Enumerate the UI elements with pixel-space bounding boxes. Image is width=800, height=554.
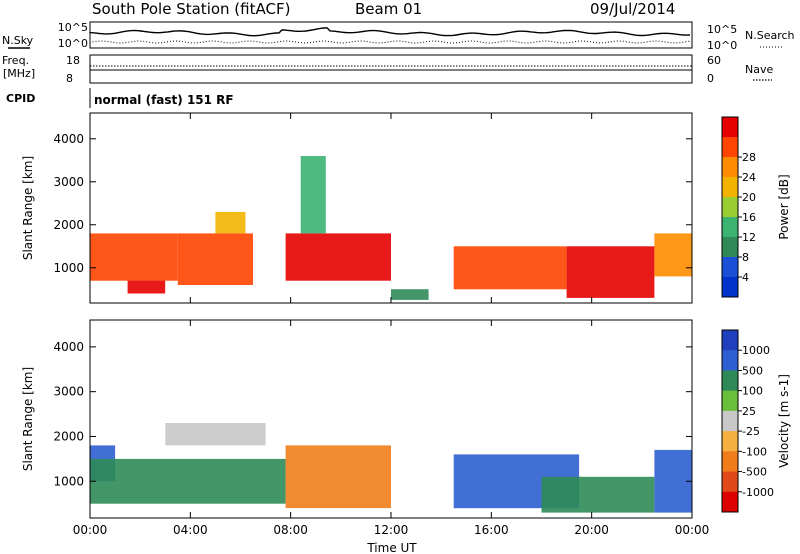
colorbar-segment bbox=[722, 177, 738, 198]
freq-unit: [MHz] bbox=[3, 67, 35, 80]
colorbar-segment bbox=[722, 277, 738, 298]
colorbar-tick-label: 500 bbox=[742, 364, 763, 377]
freq-tick-top: 18 bbox=[66, 54, 80, 67]
freq-label: Freq. bbox=[2, 54, 29, 67]
colorbar-segment bbox=[722, 471, 738, 493]
echo-region bbox=[215, 211, 246, 234]
x-tick-label: 00:00 bbox=[675, 523, 710, 537]
colorbar-segment bbox=[722, 350, 738, 371]
colorbar-tick-label: 28 bbox=[742, 151, 756, 164]
colorbar-tick-label: 4 bbox=[742, 271, 749, 284]
colorbar-segment bbox=[722, 157, 738, 178]
colorbar-tick-label: 20 bbox=[742, 191, 756, 204]
colorbar-frame bbox=[721, 116, 739, 298]
y-tick-label: 4000 bbox=[53, 340, 84, 354]
noise-tick-right-top: 10^5 bbox=[707, 23, 737, 36]
station-title: South Pole Station (fitACF) bbox=[92, 0, 290, 18]
beam-label: Beam 01 bbox=[355, 0, 422, 18]
echo-region bbox=[177, 233, 253, 285]
noise-search-label: N.Search bbox=[745, 29, 795, 42]
nave-label: Nave bbox=[745, 63, 773, 76]
colorbar-segment bbox=[722, 137, 738, 158]
colorbar-tick-label: -1000 bbox=[742, 486, 774, 499]
echo-region bbox=[391, 289, 429, 300]
power-panel: 1000 2000 3000 4000 Slant Range [km] 4 8 12 16 20… bbox=[21, 112, 791, 304]
nave-tick-top: 60 bbox=[707, 54, 721, 67]
colorbar-title: Velocity [m s-1] bbox=[777, 374, 791, 468]
velocity-panel: 00:00 04:00 08:00 12:00 16:00 20:00 00:00 1000 2… bbox=[21, 319, 791, 537]
mode-label: normal (fast) 151 RF bbox=[94, 93, 234, 107]
colorbar-segment bbox=[722, 491, 738, 513]
y-tick-label: 4000 bbox=[53, 132, 84, 146]
colorbar-tick-label: 12 bbox=[742, 231, 756, 244]
freq-panel bbox=[89, 54, 693, 84]
y-axis-title: Slant Range [km] bbox=[21, 156, 35, 260]
colorbar-frame bbox=[721, 329, 739, 513]
x-tick-label: 00:00 bbox=[73, 523, 108, 537]
noise-tick-left-bottom: 10^0 bbox=[58, 37, 88, 50]
colorbar-tick-label: 8 bbox=[742, 251, 749, 264]
colorbar-segment bbox=[722, 390, 738, 412]
y-tick-label: 3000 bbox=[53, 385, 84, 399]
x-tick-label: 20:00 bbox=[574, 523, 609, 537]
date-label: 09/Jul/2014 bbox=[590, 0, 675, 18]
colorbar-tick-label: 100 bbox=[742, 385, 763, 398]
colorbar-segment bbox=[722, 217, 738, 238]
y-tick-label: 1000 bbox=[53, 261, 84, 275]
colorbar-segment bbox=[722, 237, 738, 258]
y-tick-label: 3000 bbox=[53, 175, 84, 189]
colorbar-tick-label: -500 bbox=[742, 466, 767, 479]
colorbar-segment bbox=[722, 370, 738, 392]
echo-region bbox=[453, 246, 567, 290]
x-tick-label: 08:00 bbox=[273, 523, 308, 537]
echo-region bbox=[90, 458, 286, 504]
noise-sky-label: N.Sky bbox=[2, 34, 34, 47]
noise-sky-trace bbox=[89, 27, 691, 37]
colorbar-segment bbox=[722, 451, 738, 473]
echo-region bbox=[566, 246, 655, 298]
colorbar-title: Power [dB] bbox=[777, 174, 791, 239]
y-axis-title: Slant Range [km] bbox=[21, 367, 35, 471]
y-tick-label: 1000 bbox=[53, 474, 84, 488]
echo-region bbox=[300, 156, 326, 234]
noise-tick-left-top: 10^5 bbox=[58, 21, 88, 34]
colorbar-segment bbox=[722, 410, 738, 432]
colorbar-segment bbox=[722, 117, 738, 138]
y-tick-label: 2000 bbox=[53, 218, 84, 232]
colorbar-segment bbox=[722, 257, 738, 278]
noise-panel bbox=[89, 21, 693, 49]
echo-region bbox=[285, 233, 391, 281]
colorbar-tick-label: 25 bbox=[742, 405, 756, 418]
x-tick-label: 16:00 bbox=[474, 523, 509, 537]
cpid-label: CPID bbox=[6, 92, 35, 105]
echo-region bbox=[90, 233, 178, 281]
x-tick-label: 04:00 bbox=[173, 523, 208, 537]
colorbar-tick-label: 1000 bbox=[742, 344, 770, 357]
echo-region bbox=[654, 233, 692, 277]
echo-region bbox=[285, 445, 391, 509]
echo-region bbox=[127, 280, 166, 294]
nave-tick-bottom: 0 bbox=[707, 72, 714, 85]
y-tick-label: 2000 bbox=[53, 429, 84, 443]
noise-search-trace bbox=[89, 40, 691, 44]
noise-tick-right-bottom: 10^0 bbox=[707, 39, 737, 52]
colorbar-segment bbox=[722, 330, 738, 351]
echo-region bbox=[165, 423, 266, 446]
colorbar-segment bbox=[722, 197, 738, 218]
colorbar-tick-label: -100 bbox=[742, 445, 767, 458]
freq-tick-bottom: 8 bbox=[66, 72, 73, 85]
colorbar-tick-label: 16 bbox=[742, 211, 756, 224]
echo-region bbox=[541, 476, 655, 513]
x-axis-title: Time UT bbox=[366, 541, 417, 554]
colorbar-segment bbox=[722, 431, 738, 452]
colorbar-tick-label: 24 bbox=[742, 171, 756, 184]
colorbar-tick-label: -25 bbox=[742, 425, 760, 438]
echo-region bbox=[654, 449, 692, 513]
x-tick-label: 12:00 bbox=[374, 523, 409, 537]
